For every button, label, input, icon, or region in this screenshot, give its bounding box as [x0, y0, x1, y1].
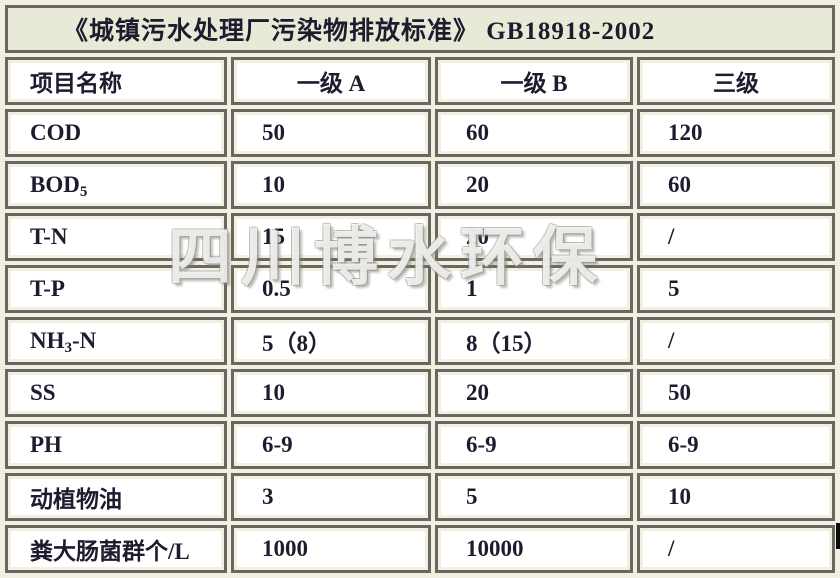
value-cell-level1b: 5 — [435, 473, 633, 521]
row-label: 粪大肠菌群个/L — [5, 525, 227, 573]
value-cell-level3: 6-9 — [637, 421, 835, 469]
value-cell-level1a: 1000 — [231, 525, 431, 573]
standards-table: 项目名称 一级 A 一级 B 三级 COD 50 60 120 BOD 5 10 … — [5, 57, 835, 573]
value-cell-level1b: 6-9 — [435, 421, 633, 469]
value-cell-level1b: 60 — [435, 109, 633, 157]
value-cell-level3: / — [637, 525, 835, 573]
cursor-artifact — [836, 523, 840, 549]
document-title: 《城镇污水处理厂污染物排放标准》 GB18918-2002 — [5, 5, 835, 53]
column-header-item-name: 项目名称 — [5, 57, 227, 105]
value-cell-level3: / — [637, 213, 835, 261]
value-cell-level1b: 1 — [435, 265, 633, 313]
value-cell-level1b: 20 — [435, 161, 633, 209]
row-label: 动植物油 — [5, 473, 227, 521]
value-cell-level1b: 10000 — [435, 525, 633, 573]
row-label: SS — [5, 369, 227, 417]
value-cell-level1a: 15 — [231, 213, 431, 261]
value-cell-level3: / — [637, 317, 835, 365]
value-cell-level1a: 50 — [231, 109, 431, 157]
value-cell-level3: 50 — [637, 369, 835, 417]
row-label: BOD 5 — [5, 161, 227, 209]
value-cell-level1a: 5（8） — [231, 317, 431, 365]
value-cell-level1a: 0.5 — [231, 265, 431, 313]
row-label: T-P — [5, 265, 227, 313]
value-cell-level1a: 3 — [231, 473, 431, 521]
column-header-level3: 三级 — [637, 57, 835, 105]
value-cell-level3: 10 — [637, 473, 835, 521]
row-label: PH — [5, 421, 227, 469]
value-cell-level1b: 8（15） — [435, 317, 633, 365]
value-cell-level1b: 20 — [435, 213, 633, 261]
value-cell-level3: 60 — [637, 161, 835, 209]
value-cell-level3: 120 — [637, 109, 835, 157]
value-cell-level1a: 6-9 — [231, 421, 431, 469]
value-cell-level3: 5 — [637, 265, 835, 313]
column-header-level1b: 一级 B — [435, 57, 633, 105]
row-label: NH 3 -N — [5, 317, 227, 365]
value-cell-level1b: 20 — [435, 369, 633, 417]
row-label: T-N — [5, 213, 227, 261]
value-cell-level1a: 10 — [231, 161, 431, 209]
value-cell-level1a: 10 — [231, 369, 431, 417]
column-header-level1a: 一级 A — [231, 57, 431, 105]
row-label: COD — [5, 109, 227, 157]
